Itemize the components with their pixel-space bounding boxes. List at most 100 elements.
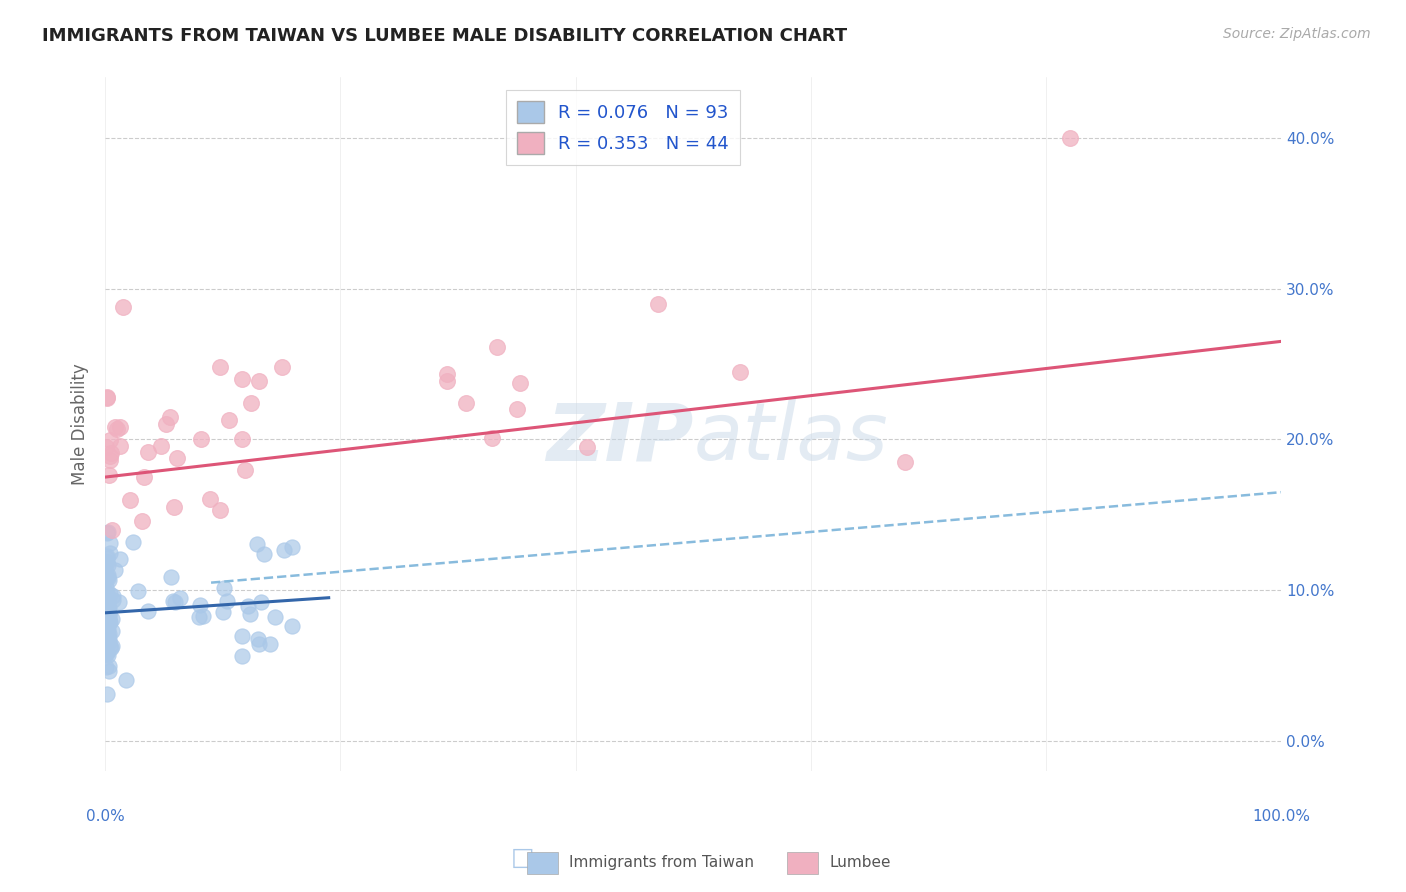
Point: [98, 536, 121, 550]
Point: [94, 613, 117, 627]
Point: [132, 469, 155, 483]
Point: [98, 601, 121, 615]
Point: [481, 431, 503, 445]
Point: [108, 420, 131, 434]
Point: [98, 611, 121, 625]
Text: atlas: atlas: [693, 400, 889, 477]
Point: [259, 637, 281, 651]
Point: [108, 595, 131, 609]
Point: [96, 551, 118, 566]
Point: [247, 374, 270, 388]
Point: [96, 645, 118, 659]
Point: [96, 524, 118, 539]
Point: [96, 586, 118, 600]
Point: [188, 598, 211, 612]
Point: [190, 432, 212, 446]
Point: [239, 396, 262, 410]
Point: [94, 599, 117, 613]
Point: [94, 589, 117, 603]
Point: [215, 594, 238, 608]
Point: [160, 570, 183, 584]
Point: [100, 445, 122, 459]
Point: [97, 604, 120, 618]
Point: [98, 546, 121, 560]
Point: [239, 607, 262, 622]
Point: [97, 627, 120, 641]
Point: [231, 432, 253, 446]
Point: [96, 687, 118, 701]
Point: [212, 605, 235, 619]
Point: [96, 570, 118, 584]
Point: [111, 300, 134, 314]
Point: [166, 450, 188, 465]
Point: [96, 558, 118, 572]
Point: [247, 632, 270, 647]
Point: [163, 500, 186, 515]
Legend: R = 0.076   N = 93, R = 0.353   N = 44: R = 0.076 N = 93, R = 0.353 N = 44: [506, 90, 740, 165]
Point: [97, 648, 120, 663]
Point: [209, 359, 232, 374]
Point: [97, 468, 120, 483]
Point: [98, 659, 121, 673]
Point: [100, 449, 122, 463]
Text: Lumbee: Lumbee: [830, 855, 891, 870]
Point: [280, 540, 302, 554]
Point: [509, 376, 531, 390]
Point: [105, 422, 128, 436]
Point: [647, 296, 669, 310]
Point: [730, 364, 752, 378]
Point: [271, 360, 294, 375]
Point: [97, 594, 120, 608]
Point: [506, 401, 529, 416]
Point: [96, 390, 118, 404]
Point: [94, 631, 117, 645]
Point: [273, 543, 295, 558]
Point: [101, 612, 124, 626]
Point: [485, 340, 508, 354]
Point: [96, 636, 118, 650]
Point: [97, 615, 120, 629]
Point: [108, 439, 131, 453]
Point: [96, 620, 118, 634]
Point: [104, 563, 127, 577]
Point: [98, 586, 121, 600]
Point: [127, 584, 149, 599]
Text: 100.0%: 100.0%: [1253, 809, 1310, 824]
Point: [97, 571, 120, 585]
Point: [97, 664, 120, 678]
Point: [96, 659, 118, 673]
Point: [231, 649, 253, 664]
Point: [191, 609, 214, 624]
Point: [96, 599, 118, 614]
Point: [231, 629, 253, 643]
Point: [104, 420, 127, 434]
Point: [96, 556, 118, 570]
Point: [100, 640, 122, 654]
Point: [94, 633, 117, 648]
Point: [97, 635, 120, 649]
Point: [96, 647, 118, 661]
Point: [96, 595, 118, 609]
Point: [576, 440, 599, 454]
Point: [96, 615, 118, 629]
Point: [280, 619, 302, 633]
Point: [97, 622, 120, 636]
Point: [250, 595, 273, 609]
Point: [101, 624, 124, 639]
Point: [96, 637, 118, 651]
Y-axis label: Male Disability: Male Disability: [72, 363, 89, 485]
Point: [247, 637, 270, 651]
Point: [115, 673, 138, 687]
Point: [122, 535, 145, 549]
Point: [101, 593, 124, 607]
Point: [98, 615, 121, 629]
Point: [162, 594, 184, 608]
Point: [894, 455, 917, 469]
Point: [94, 440, 117, 454]
Point: [96, 549, 118, 564]
Point: [245, 537, 267, 551]
Point: [98, 639, 121, 653]
Point: [436, 375, 458, 389]
Text: 0.0%: 0.0%: [86, 809, 125, 824]
Point: [218, 413, 240, 427]
